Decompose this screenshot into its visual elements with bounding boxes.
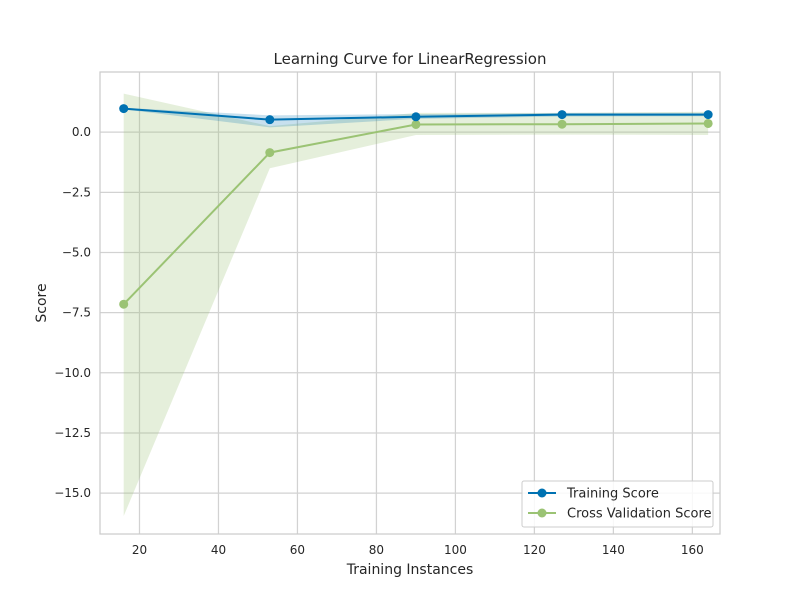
x-tick-label: 20 [132, 543, 147, 557]
y-tick-label: −12.5 [54, 426, 91, 440]
cross-validation-score-point [557, 119, 567, 129]
x-tick-label: 40 [211, 543, 226, 557]
x-tick-label: 140 [602, 543, 625, 557]
x-axis-title: Training Instances [346, 562, 474, 578]
score-points [119, 104, 713, 309]
legend-box [521, 480, 714, 528]
plot-background [100, 72, 720, 534]
x-tick-label: 60 [290, 543, 305, 557]
plot-frame [99, 71, 721, 535]
legend-label-cross-validation: Cross Validation Score [567, 507, 712, 522]
x-tick-label: 160 [681, 543, 704, 557]
legend-marker-cross-validation [537, 508, 547, 518]
x-tick-label: 100 [444, 543, 467, 557]
legend-marker-training [537, 488, 547, 498]
y-tick-label: −15.0 [54, 486, 91, 500]
legend: Training Score Cross Validation Score [521, 480, 714, 528]
training-score-point [411, 112, 421, 122]
chart-title: Learning Curve for LinearRegression [274, 50, 547, 68]
cross-validation-score-band [123, 93, 709, 516]
x-tick-labels: 20 40 60 80 100 120 140 160 [132, 543, 704, 557]
y-tick-label: −2.5 [62, 185, 91, 199]
y-tick-labels: 0.0 −2.5 −5.0 −7.5 −10.0 −12.5 −15.0 [54, 125, 91, 500]
cross-validation-score-point [265, 148, 275, 158]
cross-validation-score-point [703, 118, 713, 128]
training-score-point [557, 110, 567, 120]
y-axis-title: Score [34, 283, 50, 322]
training-score-point [703, 110, 713, 120]
y-tick-label: −7.5 [62, 306, 91, 320]
cross-validation-score-point [119, 299, 129, 309]
grid-lines [100, 72, 720, 534]
x-tick-label: 80 [369, 543, 384, 557]
cross-validation-score-point [411, 119, 421, 129]
legend-label-training: Training Score [566, 487, 659, 502]
training-score-point [265, 115, 275, 125]
y-tick-label: 0.0 [72, 125, 91, 139]
x-tick-label: 120 [523, 543, 546, 557]
y-tick-label: −5.0 [62, 245, 91, 259]
y-tick-label: −10.0 [54, 366, 91, 380]
training-score-point [119, 104, 129, 114]
